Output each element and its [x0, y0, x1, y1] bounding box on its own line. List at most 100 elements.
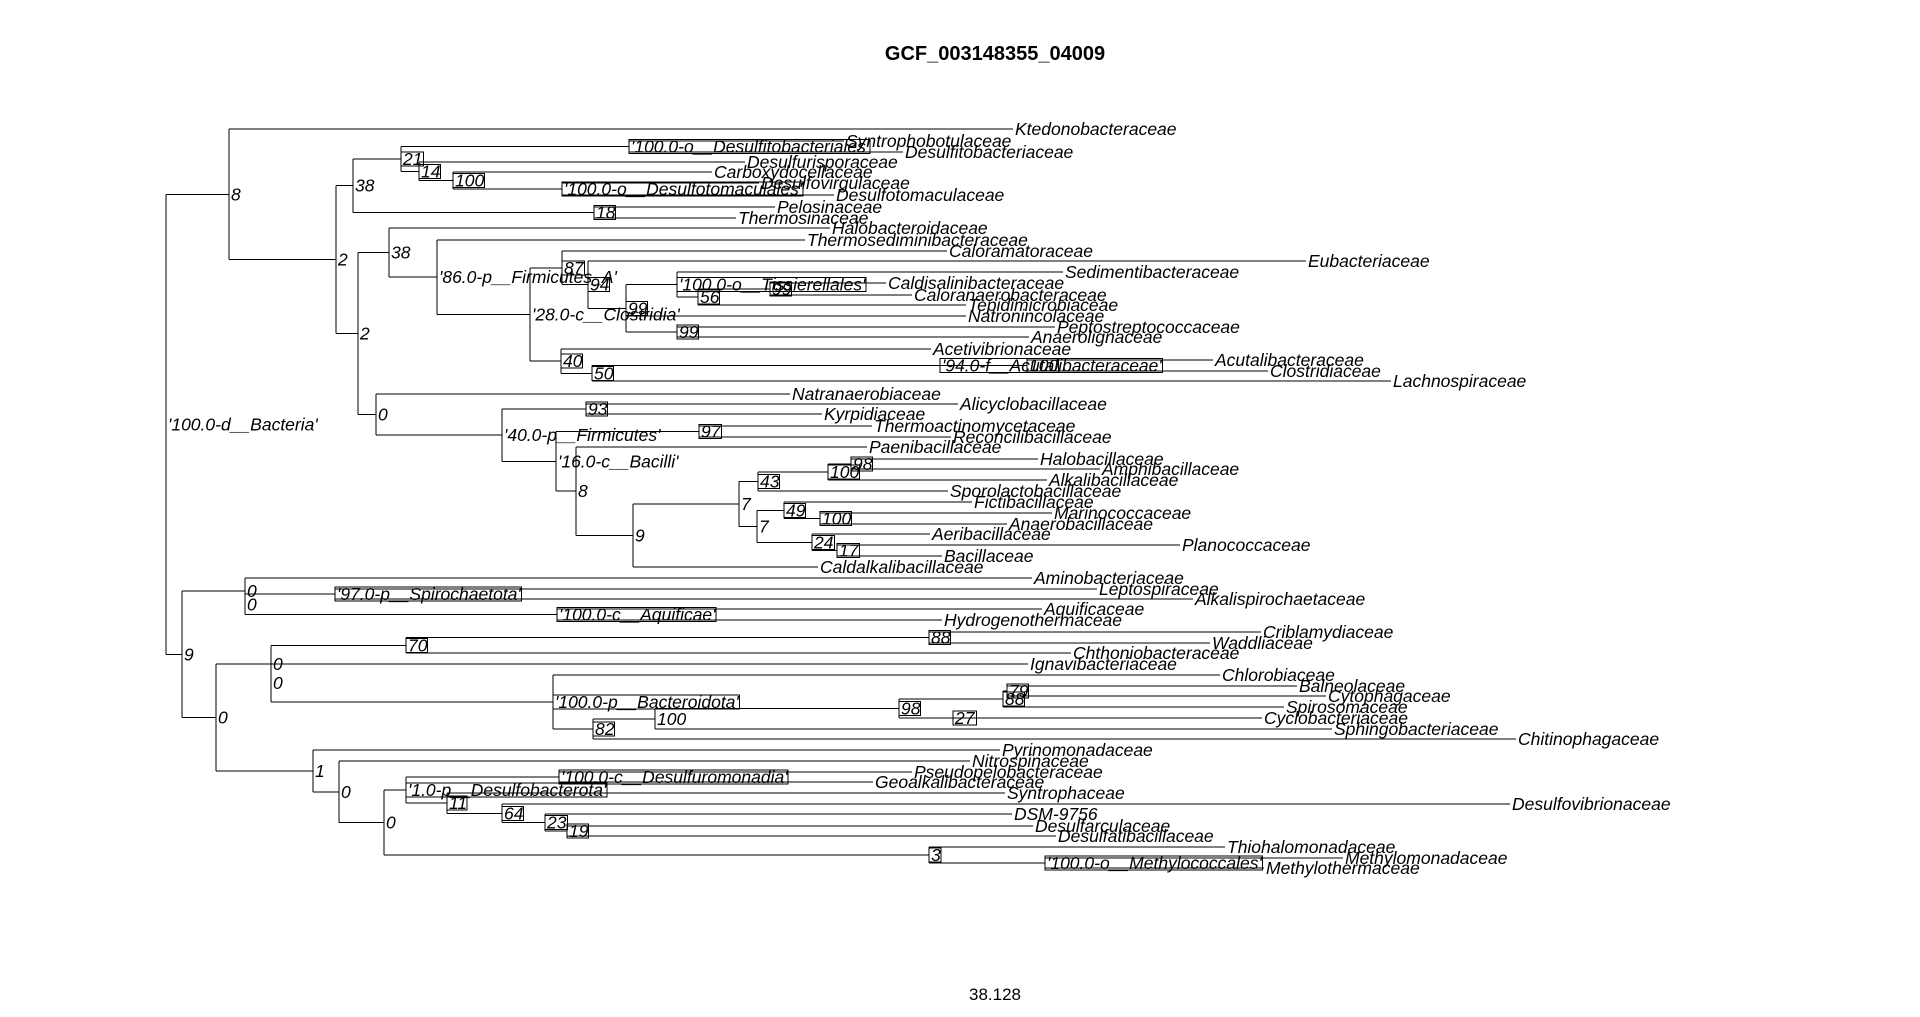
- node-support-label-boxed: '100.0-o__Desulfitobacteriales': [631, 137, 870, 157]
- tree-node-labels: '100.0-d__Bacteria'823821'100.0-o__Desul…: [168, 137, 1264, 873]
- node-support-label-boxed: 21: [402, 149, 422, 169]
- node-support-label: 0: [218, 707, 228, 727]
- node-support-label-boxed: '94.0-f__Acutalibacteraceae': [942, 356, 1162, 376]
- node-label-box: [452, 173, 485, 188]
- node-support-label: 0: [247, 581, 257, 601]
- node-support-label: 2: [359, 324, 370, 344]
- node-label-box: [446, 795, 468, 811]
- node-label-box: [827, 464, 860, 480]
- node-label-box: [566, 823, 590, 839]
- node-label-box: [556, 607, 717, 622]
- node-support-label-boxed: 100: [1029, 356, 1058, 376]
- node-support-label-boxed: '100.0-o__Methylococcales': [1047, 853, 1263, 873]
- node-support-label-boxed: '100.0-c__Aquificae': [559, 605, 716, 625]
- node-support-label-boxed: 97: [701, 422, 722, 442]
- tip-label: Chitinophagaceae: [1518, 729, 1659, 749]
- node-support-label-boxed: 18: [596, 203, 616, 223]
- node-support-label-boxed: 70: [408, 635, 428, 655]
- tip-label: Geoalkalibacteraceae: [875, 772, 1045, 792]
- tip-label: Caloramatoraceae: [949, 241, 1093, 261]
- tip-label: Acetivibrionaceae: [932, 339, 1071, 359]
- node-label-box: [593, 205, 617, 220]
- node-support-label-boxed: 24: [813, 532, 834, 552]
- tip-label: Desulfovirgulaceae: [761, 173, 910, 193]
- tree-edges: [165, 128, 1516, 869]
- node-label-box: [405, 637, 429, 653]
- tip-label: Desulfatibacillaceae: [1058, 826, 1214, 846]
- node-label-box: [625, 300, 649, 316]
- tip-label: Acutalibacteraceae: [1214, 350, 1364, 370]
- node-label-box: [1026, 358, 1059, 373]
- tree-title: GCF_003148355_04009: [885, 43, 1105, 65]
- node-support-label-boxed: 40: [563, 351, 583, 371]
- node-support-label-boxed: 94: [590, 275, 610, 295]
- node-support-label-boxed: 98: [901, 699, 921, 719]
- node-support-label-boxed: '100.0-o__Tissierellales': [679, 275, 866, 295]
- tip-label: Methylomonadaceae: [1345, 848, 1508, 868]
- node-label-box: [811, 534, 836, 550]
- node-support-label: '86.0-p__Firmicutes_A': [439, 267, 618, 287]
- node-support-label-boxed: '100.0-c__Desulfuromonadia': [561, 767, 788, 787]
- node-support-label: 0: [273, 654, 283, 674]
- tip-label: Pseudopelobacteraceae: [914, 762, 1103, 782]
- node-support-label-boxed: 99: [679, 322, 699, 342]
- node-support-label: '28.0-c__Clostridia': [532, 304, 680, 324]
- tip-label: Planococcaceae: [1182, 535, 1311, 555]
- node-support-label-boxed: 14: [421, 161, 441, 181]
- tip-label: Tepidimicrobiaceae: [968, 295, 1118, 315]
- tip-label: Natronincolaceae: [968, 306, 1104, 326]
- node-label-box: [587, 277, 611, 293]
- tip-label: Caloranaerobacteraceae: [914, 285, 1107, 305]
- node-support-label-boxed: '1.0-p__Desulfobacterota': [408, 780, 607, 800]
- tip-label: Halobacteroidaceae: [832, 218, 988, 238]
- node-label-box: [560, 353, 584, 369]
- tip-label: Paenibacillaceae: [869, 437, 1002, 457]
- node-support-label-boxed: 17: [839, 541, 860, 561]
- node-support-label: 0: [341, 782, 351, 802]
- node-support-label: 38: [355, 176, 375, 196]
- tip-label: Desulfitobacteriaceae: [905, 142, 1074, 162]
- tip-label: Cyclobacteriaceae: [1264, 708, 1408, 728]
- node-label-box: [334, 586, 522, 602]
- tip-label: Hydrogenothermaceae: [944, 610, 1122, 630]
- node-label-box: [1044, 855, 1264, 871]
- tip-label: Syntrophaceae: [1007, 783, 1125, 803]
- node-support-label: 0: [378, 405, 388, 425]
- tip-label: Thermosediminibacteraceae: [807, 230, 1028, 250]
- node-label-box: [698, 424, 723, 439]
- tip-label: Pyrinomonadaceae: [1002, 740, 1153, 760]
- tip-label: Bacillaceae: [944, 546, 1034, 566]
- tip-label: Sedimentibacteraceae: [1065, 262, 1239, 282]
- node-label-box: [676, 324, 700, 340]
- node-support-label: 1: [315, 761, 325, 781]
- node-support-label-boxed: 56: [700, 287, 720, 307]
- node-support-label: 38: [391, 243, 411, 263]
- tip-label: Spirosomaceae: [1286, 697, 1408, 717]
- tip-label: Chlorobiaceae: [1222, 665, 1335, 685]
- node-support-label: 7: [741, 494, 752, 514]
- scale-value: 38.128: [969, 985, 1021, 1004]
- tip-label: Thiohalomonadaceae: [1227, 837, 1396, 857]
- node-support-label-boxed: 88: [931, 628, 951, 648]
- node-label-box: [544, 815, 569, 830]
- node-support-label-boxed: 11: [449, 793, 467, 813]
- node-support-label: '100.0-d__Bacteria': [168, 414, 318, 434]
- node-label-box: [552, 694, 740, 710]
- node-support-label-boxed: 50: [594, 363, 614, 383]
- node-support-label: 0: [386, 813, 396, 833]
- node-support-label-boxed: 98: [853, 454, 873, 474]
- node-support-label-boxed: 82: [595, 719, 615, 739]
- node-label-box: [697, 289, 721, 305]
- tip-label: Lachnospiraceae: [1393, 371, 1527, 391]
- tip-label: Aeribacillaceae: [931, 524, 1051, 544]
- tip-label: Sphingobacteriaceae: [1334, 719, 1499, 739]
- node-support-label-boxed: 3: [931, 845, 941, 865]
- node-label-box: [836, 543, 861, 558]
- node-support-label-boxed: 43: [760, 472, 780, 492]
- node-label-box: [400, 151, 424, 167]
- tip-label: Thermoactinomycetaceae: [874, 416, 1076, 436]
- node-label-box: [1006, 683, 1030, 699]
- tip-label: Ignavibacteriaceae: [1030, 654, 1177, 674]
- node-label-box: [558, 769, 789, 785]
- node-label-box: [585, 401, 609, 417]
